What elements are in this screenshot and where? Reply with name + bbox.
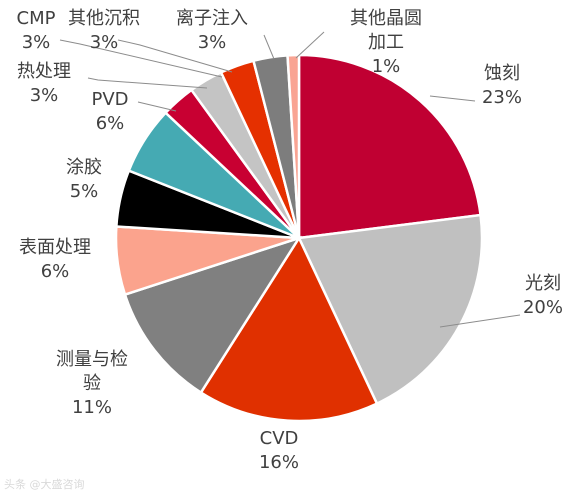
leader-line-10 [117,39,233,73]
pie-slice-3 [199,235,379,423]
slice-value-label-1: 23% [482,87,522,108]
slice-name-label-11-line-1: 离子注入 [176,8,248,29]
slice-name-label-1-line-1: 蚀刻 [484,63,520,84]
pie-slice-2 [297,213,484,406]
leader-line-12 [295,31,325,59]
slice-value-label-12: 1% [372,56,401,77]
slice-name-label-5-line-1: 表面处理 [19,237,91,258]
slice-value-label-7: 6% [96,113,125,134]
slice-value-label-2: 20% [523,297,563,318]
slice-name-label-8-line-1: 热处理 [17,61,71,82]
slice-value-label-8: 3% [30,85,59,106]
leader-line-1 [429,95,476,102]
slice-value-label-10: 3% [90,32,119,53]
slice-name-label-10-line-1: 其他沉积 [68,8,140,29]
leader-line-8 [87,77,208,89]
slice-value-label-11: 3% [198,32,227,53]
leader-line-extra-1 [59,39,223,78]
leader-line-11 [263,34,275,60]
leader-line-7 [137,101,177,112]
slice-value-label-6: 5% [70,181,99,202]
slice-name-label-12-line-1: 其他晶圆 [350,8,422,29]
slice-name-label-4-line-1: 测量与检 [56,349,128,370]
slice-name-label-2-line-1: 光刻 [525,273,561,294]
slice-value-label-4: 11% [72,397,112,418]
slice-name-label-7-line-1: PVD [91,89,128,110]
slice-name-label-4-line-2: 验 [83,373,101,394]
slice-name-label-9-line-1: CMP [17,8,56,29]
leader-line-2 [439,314,521,328]
slice-name-label-6-line-1: 涂胶 [66,157,102,178]
slice-name-label-12-line-2: 加工 [368,32,404,53]
slice-value-label-3: 16% [259,452,299,473]
slice-value-label-9: 3% [22,32,51,53]
slice-name-label-3-line-1: CVD [260,428,299,449]
pie-slice-4 [123,235,302,395]
watermark: 头条 @大盛咨询 [4,478,85,491]
slice-value-label-5: 6% [41,261,70,282]
slices-layer [114,53,484,423]
pie-slice-1 [297,53,482,240]
leaders-layer [59,31,521,328]
